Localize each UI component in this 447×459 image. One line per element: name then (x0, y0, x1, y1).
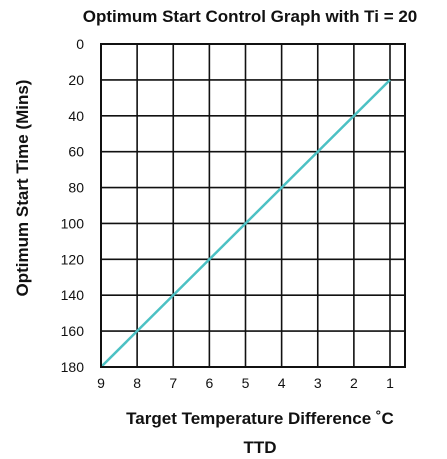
y-tick-label: 160 (61, 323, 85, 339)
y-tick-label: 0 (76, 36, 84, 52)
y-tick-label: 100 (61, 215, 85, 231)
x-axis-label: Target Temperature Difference ˚C (126, 409, 394, 428)
x-tick-label: 6 (205, 375, 213, 391)
x-tick-label: 4 (278, 375, 286, 391)
y-tick-label: 140 (61, 287, 85, 303)
series-line (100, 79, 391, 368)
x-axis-label-abbrev: TTD (243, 438, 276, 457)
x-tick-labels: 9 8 7 6 5 4 3 2 1 (97, 375, 394, 391)
grid (101, 44, 405, 367)
y-axis-label: Optimum Start Time (Mins) (13, 80, 32, 297)
x-tick-label: 2 (350, 375, 358, 391)
chart-title: Optimum Start Control Graph with Ti = 20 (83, 7, 418, 26)
x-tick-label: 5 (242, 375, 250, 391)
x-tick-label: 8 (133, 375, 141, 391)
y-tick-label: 180 (61, 359, 85, 375)
y-tick-label: 60 (68, 144, 84, 160)
y-tick-label: 40 (68, 108, 84, 124)
x-tick-label: 9 (97, 375, 105, 391)
y-tick-label: 120 (61, 251, 85, 267)
x-tick-label: 1 (386, 375, 394, 391)
x-tick-label: 7 (169, 375, 177, 391)
y-tick-label: 80 (68, 180, 84, 196)
y-tick-labels: 0 20 40 60 80 100 120 140 160 180 (61, 36, 85, 375)
x-tick-label: 3 (314, 375, 322, 391)
plot-frame (100, 43, 406, 368)
series-layer (100, 79, 391, 368)
y-tick-label: 20 (68, 72, 84, 88)
